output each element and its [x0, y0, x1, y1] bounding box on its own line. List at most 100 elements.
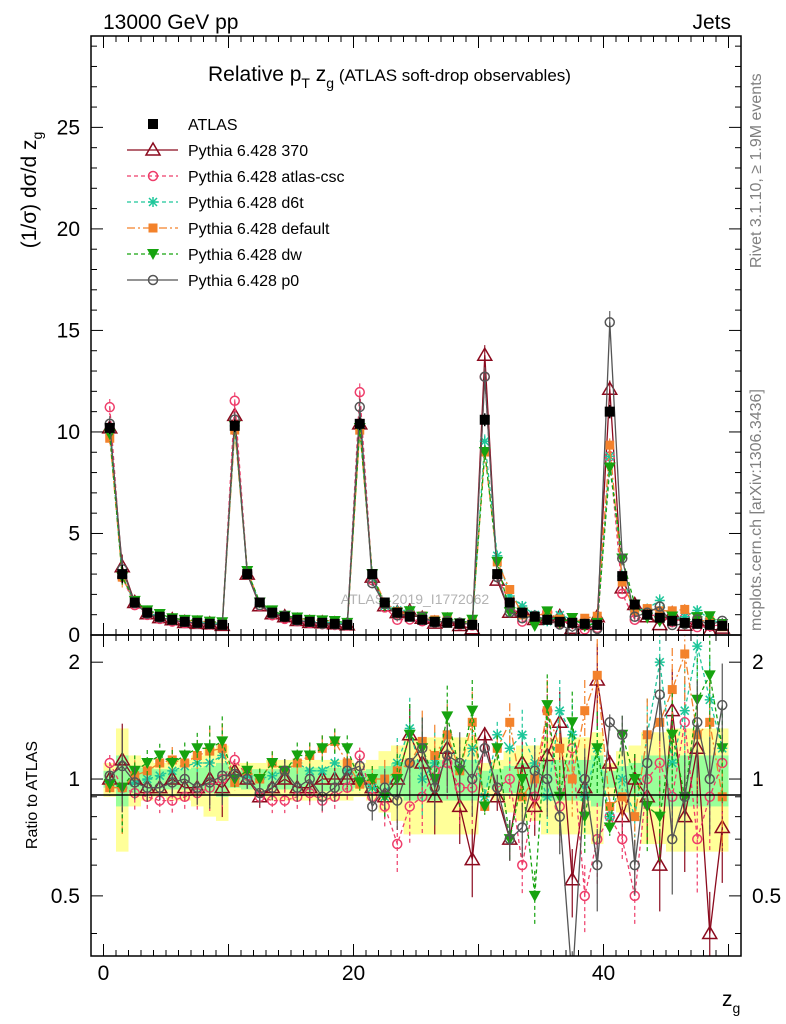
series-data [104, 404, 728, 631]
point-default [505, 585, 515, 595]
ratio-point-p0 [492, 782, 503, 793]
point-default [580, 613, 590, 623]
data-point [679, 617, 690, 628]
ratio-point-dw [191, 743, 204, 755]
ratio-point-dw [216, 736, 229, 748]
point-atlascsc [229, 395, 240, 407]
ratio-point-default [680, 649, 690, 659]
point-p0 [617, 553, 628, 564]
ratio-point-dw [291, 750, 304, 762]
ratio-point-dw [566, 717, 579, 729]
ratio-point-p0 [417, 743, 428, 754]
ratio-point-default [180, 758, 190, 768]
data-point [642, 609, 653, 620]
point-p0 [604, 317, 615, 328]
data-point [517, 607, 528, 618]
y-axis-label-prefix: (1/σ) dσ/d z [18, 140, 41, 249]
ratio-point-dw [653, 811, 666, 823]
ratio-point-p0 [292, 782, 303, 793]
ratio-point-default [505, 717, 515, 727]
data-point [179, 616, 190, 627]
ratio-point-dw [541, 700, 554, 712]
y-tick-label: 0 [68, 624, 80, 647]
x-tick-label: 40 [592, 962, 615, 985]
data-point [629, 599, 640, 610]
ratio-point-p0 [129, 777, 140, 788]
ratio-point-dw [178, 750, 191, 762]
ratio-point-p0 [642, 757, 653, 769]
ratio-y-axis-label: Ratio to ATLAS [24, 741, 41, 849]
ratio-point-p0 [454, 757, 465, 769]
ratio-point-d6t [554, 705, 565, 716]
point-dw [491, 556, 504, 568]
ratio-point-p0 [542, 773, 553, 785]
ratio-point-dw [141, 757, 154, 769]
data-point [279, 611, 290, 622]
data-point [267, 607, 278, 618]
ratio-point-default [555, 743, 565, 753]
point-default [630, 606, 640, 616]
ratio-point-dw [341, 743, 354, 755]
data-point [229, 420, 240, 431]
legend-item-d6t: Pythia 6.428 d6t [127, 195, 304, 212]
ratio-point-default [605, 801, 615, 811]
point-default [617, 577, 627, 587]
ratio-point-dw [153, 750, 166, 762]
ratio-point-dw [103, 779, 116, 791]
data-point [392, 607, 403, 618]
ratio-point-d6t [329, 757, 340, 768]
ratio-point-p0 [704, 773, 715, 785]
ratio-point-dw [591, 743, 604, 755]
ratio-tick-label-right: 2 [752, 651, 764, 674]
point-dw [703, 611, 716, 623]
ratio-point-p370 [551, 713, 569, 729]
data-point [167, 614, 178, 625]
data-point [479, 414, 490, 425]
ratio-point-p0 [429, 782, 440, 793]
point-default [680, 604, 690, 614]
legend: ATLAS Pythia 6.428 370 Pythia 6.428 atlas-… [127, 117, 345, 290]
ratio-point-p0 [479, 743, 490, 754]
ratio-point-p0 [529, 765, 540, 777]
ratio-point-atlascsc [104, 757, 115, 769]
data-point [329, 618, 340, 629]
ratio-point-p0 [179, 773, 190, 785]
data-point [454, 618, 465, 629]
ratio-point-default [717, 792, 727, 802]
legend-item-data: ATLAS [148, 117, 238, 134]
data-point [592, 619, 603, 630]
main-panel-series [101, 311, 731, 635]
data-point [617, 571, 628, 582]
ratio-point-p0 [304, 773, 315, 785]
ratio-point-p0 [579, 773, 590, 785]
svg-text:(1/σ) dσ/d zg: (1/σ) dσ/d zg [18, 132, 45, 249]
data-point [154, 611, 165, 622]
point-p370 [476, 346, 494, 361]
ratio-point-dw [303, 750, 316, 762]
ratio-point-p0 [442, 750, 453, 761]
legend-item-p370: Pythia 6.428 370 [127, 141, 308, 160]
legend-marker [148, 223, 158, 233]
mcplots-label: mcplots.cern.ch [arXiv:1306.3436] [748, 389, 765, 631]
legend-item-dw: Pythia 6.428 dw [127, 247, 302, 264]
data-point [142, 607, 153, 618]
ratio-tick-label: 0.5 [51, 885, 80, 908]
ratio-point-p0 [217, 770, 228, 781]
point-default [667, 606, 677, 616]
ratio-point-p370 [563, 871, 581, 886]
ratio-line [109, 694, 723, 956]
ratio-tick-label: 2 [68, 651, 80, 674]
ratio-point-p0 [504, 833, 515, 845]
ratio-point-p0 [629, 859, 640, 871]
legend-label: Pythia 6.428 default [188, 221, 330, 238]
ratio-point-p0 [568, 977, 577, 986]
ratio-point-p0 [467, 773, 478, 785]
ratio-point-dw [578, 811, 591, 823]
data-point [467, 619, 478, 630]
data-point [342, 619, 353, 630]
data-point [692, 618, 703, 629]
legend-label: Pythia 6.428 dw [188, 247, 302, 264]
y-tick-label: 20 [57, 218, 80, 241]
y-axis-label: (1/σ) dσ/d zg [18, 132, 45, 249]
data-point [367, 569, 378, 580]
